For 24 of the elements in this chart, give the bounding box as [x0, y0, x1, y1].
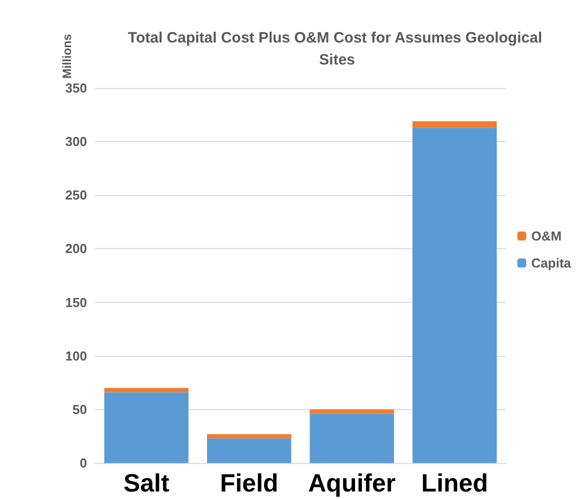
- bar: [104, 392, 189, 463]
- bar: [310, 414, 394, 463]
- chart-title: Total Capital Cost Plus O&M Cost for Assumes Geological Sites: [128, 30, 542, 68]
- legend-label: Capita: [531, 256, 572, 270]
- y-tick-label: 250: [65, 188, 87, 203]
- bar: [104, 388, 189, 392]
- bar: [412, 121, 497, 128]
- x-tick-label: Field: [220, 470, 278, 498]
- y-tick-label: 50: [72, 402, 87, 417]
- bar: [412, 128, 497, 463]
- y-tick-label: 350: [65, 80, 87, 96]
- x-tick-label: Lined: [421, 470, 488, 498]
- y-tick-label: 200: [65, 241, 87, 256]
- bar: [207, 434, 292, 438]
- y-tick-label: 0: [80, 456, 87, 470]
- y-tick-label: 300: [65, 134, 87, 150]
- bar: [207, 438, 292, 463]
- x-tick-label: Salt: [123, 470, 170, 498]
- y-axis-title: Millions: [60, 34, 74, 79]
- bar: [310, 409, 394, 414]
- legend-label: O&M: [531, 228, 562, 244]
- x-tick-label: Aquifer: [308, 470, 396, 498]
- y-tick-label: 150: [65, 294, 87, 310]
- y-tick-label: 100: [65, 348, 87, 364]
